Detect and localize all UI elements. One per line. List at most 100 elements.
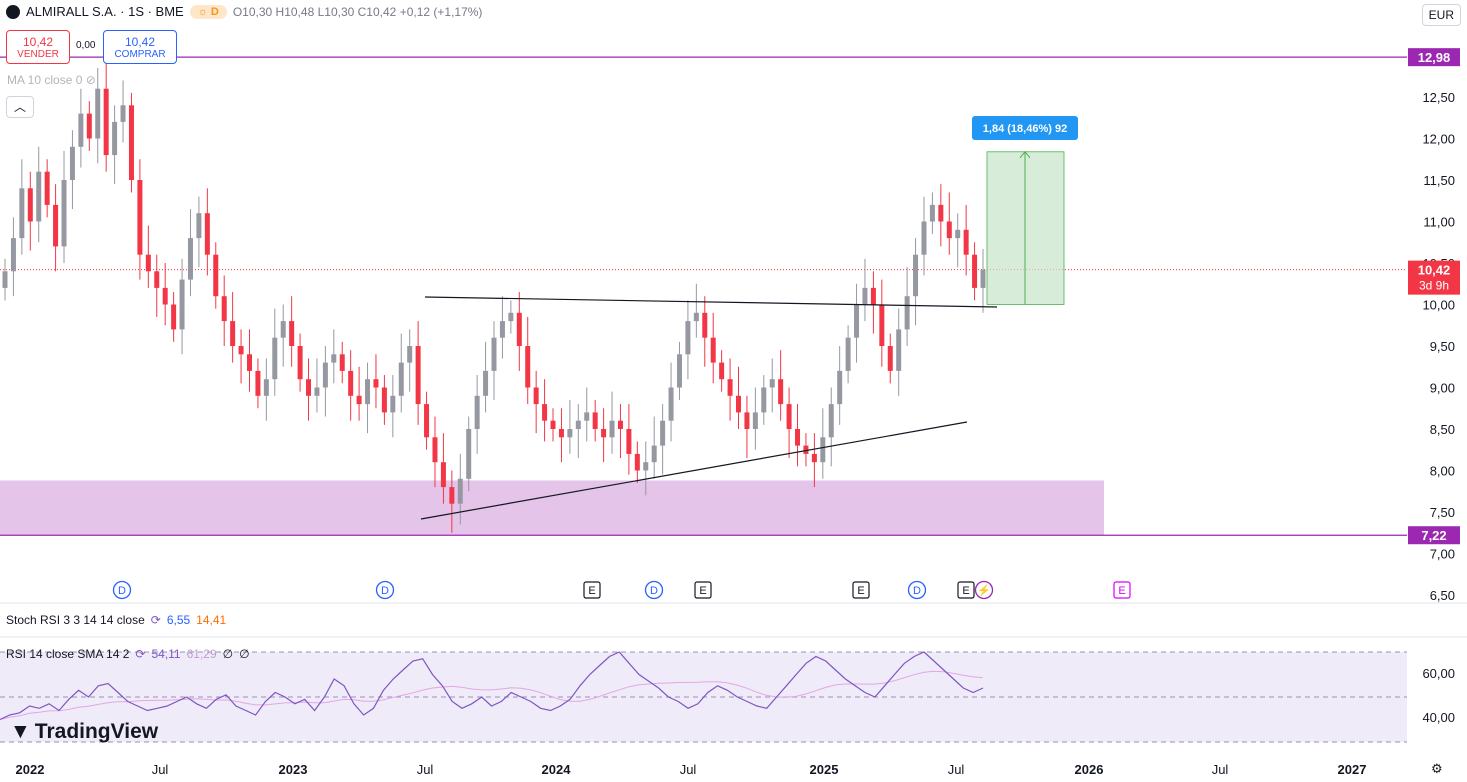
refresh-icon[interactable]: ⟳ <box>135 647 146 661</box>
candle <box>289 296 295 367</box>
event-marker-E[interactable]: E <box>694 581 712 599</box>
event-marker-⚡[interactable]: ⚡ <box>974 580 994 600</box>
candle <box>584 387 590 442</box>
price-label-bg <box>1408 526 1460 545</box>
symbol-title[interactable]: ALMIRALL S.A. · 1S · BME <box>26 4 184 19</box>
candle <box>27 171 33 251</box>
market-status-badge[interactable]: ☼ D <box>189 4 227 19</box>
candle-body <box>255 370 261 396</box>
rsi-value: 54,11 <box>151 647 181 661</box>
ma-legend[interactable]: MA 10 close 0 ⊘ <box>7 73 96 87</box>
earnings-icon <box>1113 581 1131 599</box>
dividend-icon <box>375 580 395 600</box>
candle-body <box>921 221 927 255</box>
candle <box>95 67 101 164</box>
earnings-icon <box>583 581 601 599</box>
event-marker-D[interactable]: D <box>112 580 132 600</box>
candle <box>466 416 472 492</box>
candle <box>415 321 421 425</box>
x-tick-label: 2023 <box>279 762 308 777</box>
candle <box>811 433 817 488</box>
candle-body <box>381 387 387 413</box>
event-marker-E[interactable]: E <box>1113 581 1131 599</box>
buy-button[interactable]: 10,42 COMPRAR <box>103 30 177 64</box>
candle <box>491 321 497 400</box>
candle-body <box>36 171 42 222</box>
event-marker-label: ⚡ <box>977 584 991 597</box>
candle-body <box>449 487 455 504</box>
candle-body <box>145 254 151 272</box>
candle <box>78 88 84 168</box>
rsi-sma-value: 61,29 <box>186 647 217 661</box>
currency-selector[interactable]: EUR <box>1421 4 1461 26</box>
candle <box>575 404 581 459</box>
event-marker-D[interactable]: D <box>907 580 927 600</box>
dividend-icon <box>112 580 132 600</box>
candle-body <box>803 445 809 454</box>
day-badge-label: D <box>210 5 219 18</box>
refresh-icon[interactable]: ⟳ <box>150 613 161 627</box>
candle-body <box>533 387 539 405</box>
candle-body <box>550 420 556 429</box>
candle-body <box>373 379 379 388</box>
candle-body <box>811 453 817 463</box>
candle <box>567 399 573 454</box>
candle <box>499 296 505 359</box>
candle <box>550 408 556 442</box>
stoch-rsi-legend[interactable]: Stoch RSI 3 3 14 14 close ⟳ 6,55 14,41 <box>6 613 226 627</box>
rsi-legend[interactable]: RSI 14 close SMA 14 2 ⟳ 54,11 61,29 ∅ ∅ <box>6 647 250 661</box>
candle <box>196 196 202 268</box>
candle <box>643 441 649 496</box>
company-logo-icon <box>6 4 20 19</box>
candle-body <box>398 362 404 396</box>
event-marker-label: E <box>1118 585 1125 597</box>
candle <box>533 370 539 434</box>
candle-body <box>676 354 682 388</box>
candle-body <box>238 346 244 355</box>
candle-body <box>845 337 851 371</box>
candle-body <box>407 346 413 363</box>
y-tick-label: 11,50 <box>1423 173 1455 188</box>
trendline-support[interactable] <box>420 421 968 520</box>
candle-body <box>179 279 185 330</box>
event-marker-D[interactable]: D <box>375 580 395 600</box>
candle <box>786 387 792 459</box>
candle <box>778 350 784 421</box>
demand-zone[interactable] <box>0 480 1104 536</box>
candle <box>668 362 674 442</box>
candle-body <box>761 387 767 413</box>
collapse-legend-button[interactable]: ︿ <box>6 96 34 118</box>
event-marker-E[interactable]: E <box>583 581 601 599</box>
candle <box>69 130 75 210</box>
candle <box>719 350 725 392</box>
candle-body <box>778 379 784 405</box>
candle-body <box>78 113 84 147</box>
candle <box>508 300 514 334</box>
candle-body <box>913 254 919 297</box>
candle <box>980 248 986 313</box>
candle <box>626 404 632 475</box>
candle <box>53 184 59 272</box>
eye-hidden-icon[interactable]: ⊘ <box>85 73 96 87</box>
candle-body <box>508 312 514 322</box>
event-marker-D[interactable]: D <box>644 580 664 600</box>
event-marker-E[interactable]: E <box>852 581 870 599</box>
sell-button[interactable]: 10,42 VENDER <box>6 30 70 64</box>
candle <box>854 283 860 363</box>
candle <box>331 329 337 384</box>
trendline-resistance[interactable] <box>424 296 998 308</box>
candle <box>660 404 666 475</box>
settings-gear-icon[interactable]: ⚙ <box>1431 761 1443 776</box>
event-marker-E[interactable]: E <box>957 581 975 599</box>
candle <box>230 292 236 363</box>
candle <box>306 358 312 421</box>
candle <box>963 204 969 276</box>
candle-body <box>154 271 160 288</box>
candle <box>137 159 143 280</box>
candle-body <box>887 346 893 371</box>
candle <box>685 300 691 380</box>
tradingview-logo[interactable]: ▼ TradingView <box>10 720 158 744</box>
candle-body <box>736 395 741 413</box>
candle-body <box>247 354 252 371</box>
